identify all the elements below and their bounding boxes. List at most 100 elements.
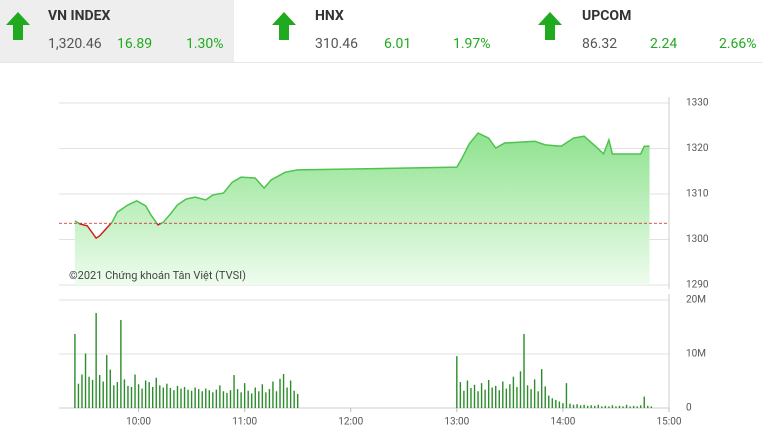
volume-bar bbox=[611, 405, 614, 408]
volume-bar bbox=[144, 380, 147, 408]
x-tick-label: 11:00 bbox=[232, 417, 257, 428]
volume-bar bbox=[512, 376, 515, 408]
volume-bar bbox=[576, 404, 578, 408]
volume-bar bbox=[540, 369, 543, 408]
index-box[interactable]: UPCOM 86.32 2.24 2.66% bbox=[500, 0, 762, 62]
volume-bar bbox=[594, 405, 596, 408]
y-tick-label: 20M bbox=[686, 295, 706, 306]
volume-bar bbox=[562, 403, 564, 408]
volume-bar bbox=[643, 396, 645, 408]
volume-bar bbox=[484, 389, 486, 408]
volume-bar bbox=[629, 406, 631, 408]
volume-bar bbox=[289, 380, 292, 408]
volume-bar bbox=[77, 383, 80, 408]
volume-bar bbox=[548, 395, 550, 408]
volume-bar bbox=[254, 387, 256, 408]
volume-bar bbox=[91, 379, 94, 408]
volume-bar bbox=[477, 391, 479, 408]
volume-bar bbox=[240, 392, 242, 408]
volume-bar bbox=[205, 388, 207, 408]
volume-bar bbox=[466, 380, 469, 408]
volume-bar bbox=[130, 386, 133, 408]
volume-bar bbox=[233, 375, 235, 408]
volume-bar bbox=[597, 404, 599, 408]
index-name: UPCOM bbox=[582, 8, 632, 24]
index-box[interactable]: VN INDEX 1,320.46 16.89 1.30% bbox=[0, 0, 234, 62]
y-tick-label: 1300 bbox=[686, 234, 709, 245]
watermark: ©2021 Chứng khoán Tân Việt (TVSI) bbox=[69, 269, 246, 282]
index-percent: 1.30% bbox=[186, 36, 224, 52]
volume-bar bbox=[583, 404, 585, 408]
volume-bar bbox=[134, 374, 136, 408]
volume-bar bbox=[265, 392, 267, 408]
volume-bar bbox=[176, 385, 179, 408]
volume-bar bbox=[579, 405, 582, 408]
volume-bar bbox=[88, 376, 90, 408]
volume-bar bbox=[282, 373, 285, 408]
volume-bar bbox=[236, 389, 239, 408]
volume-bar bbox=[190, 390, 193, 408]
volume-bar bbox=[537, 391, 539, 408]
y-tick-label: 10M bbox=[686, 349, 706, 360]
volume-bar bbox=[212, 392, 214, 408]
volume-bar bbox=[261, 384, 264, 408]
volume-bar bbox=[491, 387, 493, 408]
x-tick-label: 15:00 bbox=[657, 417, 682, 428]
y-tick-label: 0 bbox=[686, 403, 692, 414]
volume-bar bbox=[640, 405, 642, 408]
volume-bar bbox=[586, 405, 589, 408]
up-arrow bbox=[272, 12, 296, 40]
index-value: 1,320.46 bbox=[48, 36, 102, 52]
volume-bar bbox=[569, 403, 571, 408]
volume-bar bbox=[187, 389, 189, 408]
index-name: HNX bbox=[315, 8, 344, 24]
volume-bar bbox=[180, 388, 182, 408]
index-change: 2.24 bbox=[650, 36, 678, 52]
volume-bar bbox=[272, 381, 274, 408]
volume-bar bbox=[279, 378, 281, 408]
volume-bar bbox=[208, 390, 210, 408]
index-value: 310.46 bbox=[315, 36, 359, 52]
volume-bar bbox=[123, 379, 126, 408]
price-line bbox=[74, 132, 650, 240]
volume-bar bbox=[162, 387, 165, 408]
volume-bar bbox=[459, 382, 462, 408]
x-tick-label: 14:00 bbox=[550, 417, 575, 428]
volume-bar bbox=[495, 385, 497, 408]
volume-bar bbox=[201, 391, 203, 408]
volume-bar bbox=[95, 312, 97, 408]
volume-bar bbox=[296, 393, 299, 408]
volume-bar bbox=[615, 406, 617, 408]
divider bbox=[0, 62, 762, 63]
index-box[interactable]: HNX 310.46 6.01 1.97% bbox=[234, 0, 500, 62]
volume-bar bbox=[632, 405, 635, 408]
y-tick-label: 1320 bbox=[686, 143, 709, 154]
volume-bar bbox=[197, 389, 200, 408]
index-percent: 1.97% bbox=[453, 36, 491, 52]
index-name: VN INDEX bbox=[48, 8, 111, 24]
index-percent: 2.66% bbox=[719, 36, 757, 52]
y-tick-label: 1310 bbox=[686, 189, 709, 200]
volume-bar bbox=[109, 369, 111, 408]
volume-bar bbox=[480, 383, 483, 408]
volume-bar bbox=[473, 384, 476, 408]
x-tick-label: 13:00 bbox=[444, 417, 469, 428]
volume-bar bbox=[530, 389, 532, 408]
price-area bbox=[74, 133, 650, 285]
volume-bar bbox=[152, 386, 154, 408]
y-tick-label: 1290 bbox=[686, 280, 709, 291]
volume-bar bbox=[81, 374, 83, 408]
volume-bar bbox=[618, 405, 621, 408]
volume-bar bbox=[544, 386, 546, 408]
volume-bar bbox=[102, 381, 104, 408]
volume-bar bbox=[590, 405, 592, 408]
volume-bar bbox=[243, 383, 246, 408]
volume-bar bbox=[625, 404, 628, 408]
x-tick-label: 10:00 bbox=[126, 417, 151, 428]
volume-bar bbox=[84, 353, 87, 408]
index-change: 6.01 bbox=[384, 36, 412, 52]
volume-bar bbox=[226, 392, 228, 408]
volume-bar bbox=[516, 386, 518, 408]
